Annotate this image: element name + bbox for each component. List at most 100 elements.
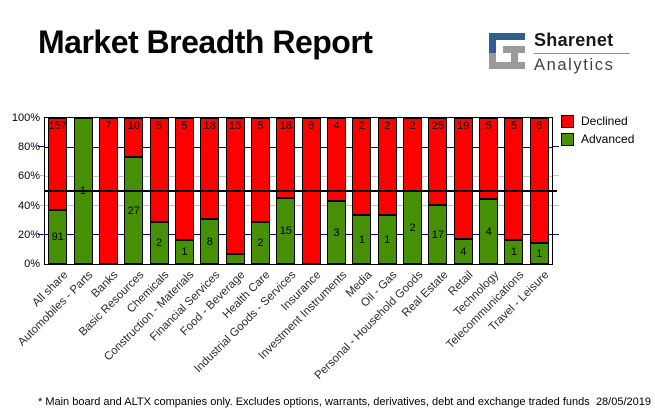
footnote: * Main board and ALTX companies only. Ex…: [38, 396, 590, 408]
bar-declined-segment: [200, 118, 220, 219]
bar-declined-segment: [48, 118, 68, 210]
bar-advanced-value: 17: [431, 228, 445, 241]
bar-declined-value: 6: [536, 120, 543, 132]
bar-declined-segment: [276, 118, 296, 198]
bar-advanced-value: 3: [333, 226, 340, 239]
bar-advanced-value: 2: [409, 221, 416, 234]
y-tick-mark-right: [553, 204, 559, 206]
bar-advanced-value: 27: [127, 204, 140, 217]
bar-declined-value: 5: [181, 120, 188, 132]
bar-declined-value: 5: [156, 120, 163, 132]
bar-advanced-segment: [124, 157, 144, 264]
bar-advanced-segment: [479, 199, 499, 264]
y-tick-mark: [38, 204, 44, 206]
bar-advanced-value: 1: [79, 185, 87, 197]
bar-advanced-value: 1: [358, 233, 365, 246]
y-tick-mark-right: [553, 146, 559, 148]
bar-declined-value: 18: [279, 120, 292, 132]
bar-advanced-value: 91: [51, 231, 64, 243]
bar-advanced-segment: [377, 215, 397, 264]
bar-declined-segment: [377, 118, 397, 215]
bar-declined-value: 5: [485, 120, 492, 132]
bar-declined-segment: [174, 118, 194, 240]
gridline-20: [45, 234, 552, 236]
logo-brand-name: Sharenet: [534, 30, 614, 50]
y-tick-mark: [38, 146, 44, 148]
y-tick-mark: [38, 175, 44, 177]
bar-declined-value: 2: [358, 120, 365, 132]
y-tick-label: 20%: [17, 228, 40, 241]
bar-advanced-value: 15: [279, 225, 292, 237]
gridline-60: [45, 175, 552, 177]
bar-declined-segment: [250, 118, 270, 222]
legend-declined-swatch: [561, 114, 574, 128]
sharenet-logo-icon: [489, 33, 525, 69]
chart-legend: Declined Advanced: [561, 112, 634, 148]
bar-declined-value: 2: [409, 120, 416, 132]
bar-advanced-value: 1: [181, 246, 188, 258]
y-tick-label: 100%: [11, 112, 40, 124]
bar-declined-value: 19: [457, 120, 470, 132]
bar-advanced-value: 4: [460, 245, 467, 258]
bar-advanced-segment: [529, 243, 549, 264]
bar-declined-value: 13: [229, 120, 242, 132]
bar-advanced-value: 1: [384, 233, 391, 246]
sharenet-logo: Sharenet Analytics: [487, 30, 655, 76]
bar-advanced-segment: [352, 215, 372, 264]
bar-declined-segment: [504, 118, 524, 240]
y-tick-label: 60%: [17, 170, 40, 183]
gridline-80: [45, 146, 552, 148]
bar-advanced-segment: [149, 222, 169, 264]
fifty-percent-line: [45, 190, 557, 192]
bar-declined-value: 157: [48, 120, 67, 132]
bar-advanced-segment: [174, 240, 194, 264]
y-tick-mark: [38, 233, 44, 235]
bar-declined-segment: [225, 118, 245, 254]
bar-advanced-segment: [428, 205, 448, 264]
bar-declined-segment: [124, 118, 144, 157]
bar-declined-segment: [453, 118, 473, 239]
bar-advanced-value: 8: [206, 235, 213, 248]
legend-item-declined: Declined: [561, 112, 634, 130]
bar-declined-value: 5: [510, 120, 518, 132]
y-tick-label: 80%: [17, 141, 40, 154]
sharenet-logo-text: Sharenet Analytics: [534, 30, 630, 75]
bar-advanced-value: 4: [485, 225, 492, 238]
bar-declined-value: 6: [308, 120, 315, 132]
bar-declined-segment: [149, 118, 169, 222]
bar-advanced-value: 1: [536, 247, 543, 260]
page-title: Market Breadth Report: [38, 24, 373, 60]
bar-declined-segment: [327, 118, 347, 201]
bar-advanced-segment: [327, 201, 347, 264]
bar-declined-segment: [479, 118, 499, 199]
logo-divider: [534, 53, 630, 54]
bar-advanced-segment: [504, 240, 524, 264]
bar-declined-value: 4: [333, 120, 340, 132]
bar-advanced-segment: [453, 239, 473, 264]
bar-advanced-segment: [250, 222, 270, 264]
y-tick-label: 40%: [17, 199, 40, 212]
bar-declined-value: 10: [127, 120, 140, 132]
bar-declined-segment: [529, 118, 549, 243]
y-tick-label: 0%: [24, 258, 40, 270]
bar-declined-value: 5: [257, 120, 264, 132]
legend-advanced-swatch: [561, 132, 574, 146]
y-tick-mark-right: [553, 175, 559, 177]
bar-advanced-segment: [276, 198, 296, 264]
bar-advanced-segment: [225, 254, 245, 264]
bar-advanced-segment: [200, 219, 220, 264]
bar-declined-value: 7: [105, 120, 112, 132]
bar-advanced-value: 1: [510, 246, 518, 258]
bar-advanced-segment: [48, 210, 68, 264]
gridline-40: [45, 205, 552, 207]
chart-plot-area: 157 91 1 7 10 27 5 2 5 1 18 8 13 5 2 18 15 6 4 3 2 1 2 1 2 2 25 17 1…: [44, 117, 557, 265]
bar-advanced-value: 2: [156, 237, 163, 249]
legend-item-advanced: Advanced: [561, 130, 634, 148]
bar-declined-segment: [428, 118, 448, 205]
report-date: 28/05/2019: [595, 396, 651, 408]
bar-advanced-value: 2: [257, 237, 264, 249]
bar-declined-value: 18: [203, 120, 216, 132]
bar-declined-value: 25: [431, 120, 445, 132]
legend-declined-label: Declined: [581, 114, 628, 128]
